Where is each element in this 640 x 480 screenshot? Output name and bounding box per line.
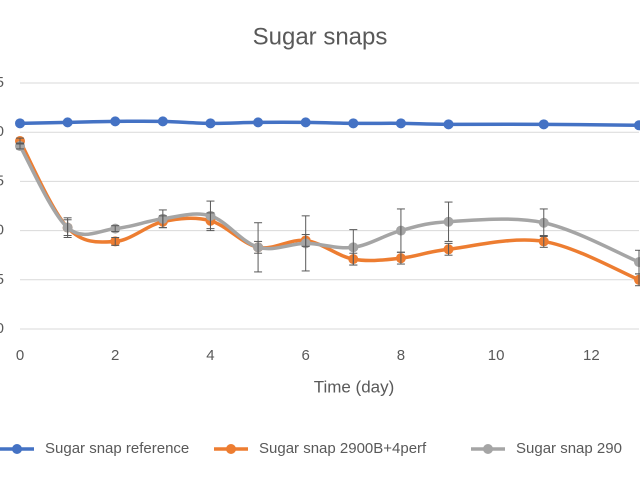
x-tick-label: 4	[206, 347, 214, 364]
error-bar	[111, 225, 120, 233]
error-bar	[158, 209, 167, 229]
point	[110, 116, 121, 127]
point	[15, 118, 25, 129]
y-tick-label: 0	[0, 320, 4, 337]
y-tick-label: 10	[0, 222, 4, 239]
error-bar	[635, 249, 640, 275]
series-line	[18, 145, 640, 264]
point	[443, 119, 454, 130]
legend-marker	[226, 444, 236, 454]
point	[634, 120, 640, 131]
y-tick-label: 20	[0, 123, 4, 140]
legend-label: Sugar snap reference	[45, 440, 189, 457]
error-bar	[111, 236, 120, 246]
point	[538, 119, 549, 130]
point	[395, 118, 406, 129]
point	[62, 117, 73, 128]
x-tick-label: 0	[16, 347, 24, 364]
error-bar	[254, 222, 263, 273]
y-tick-label: 15	[0, 172, 4, 189]
series-line	[18, 140, 640, 282]
chart-title: Sugar snaps	[253, 23, 388, 50]
error-bar	[63, 217, 72, 238]
point	[300, 117, 311, 128]
point	[205, 118, 216, 129]
legend-label: Sugar snap 290	[516, 440, 622, 457]
error-bar	[444, 201, 453, 242]
y-tick-label: 5	[0, 271, 4, 288]
error-bar	[16, 142, 24, 150]
legend-marker	[12, 444, 22, 454]
error-bar	[444, 242, 453, 256]
x-tick-label: 8	[397, 347, 405, 364]
y-tick-label: 25	[0, 74, 4, 91]
x-tick-label: 12	[583, 347, 600, 364]
error-bar	[396, 208, 405, 253]
error-bar	[301, 215, 310, 272]
error-bar	[206, 200, 215, 232]
x-tick-label: 10	[488, 347, 505, 364]
legend-marker	[483, 444, 493, 454]
point	[253, 117, 264, 128]
point	[157, 116, 168, 127]
error-bar	[539, 208, 548, 238]
error-bar	[349, 229, 358, 266]
point	[348, 118, 359, 129]
x-tick-label: 6	[302, 347, 310, 364]
x-axis-title: Time (day)	[314, 377, 395, 396]
x-tick-label: 2	[111, 347, 119, 364]
legend-label: Sugar snap 2900B+4perf	[259, 440, 427, 457]
